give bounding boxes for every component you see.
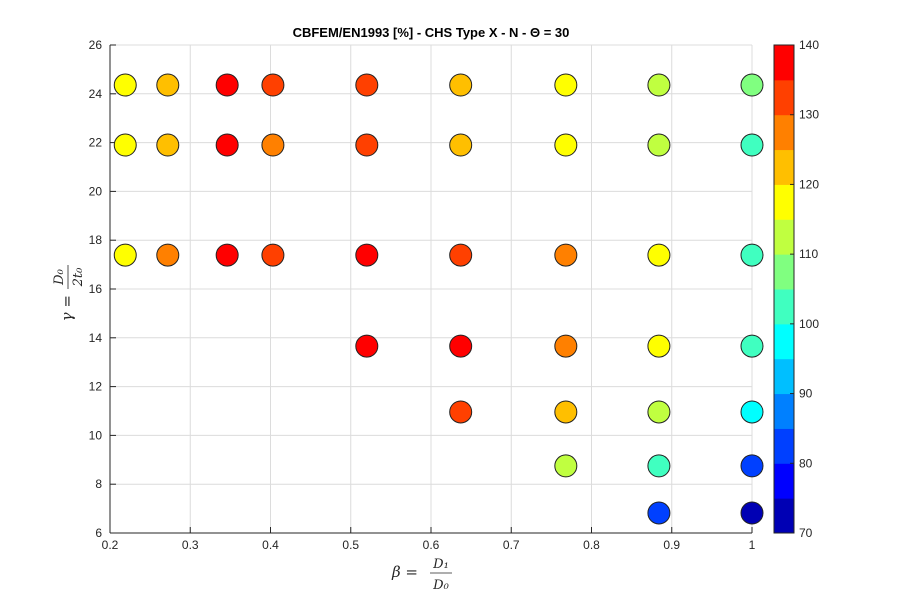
y-tick-label: 20 bbox=[89, 184, 103, 198]
data-point bbox=[449, 243, 473, 267]
data-point bbox=[156, 243, 180, 267]
colorbar-border bbox=[773, 44, 795, 534]
colorbar-segment bbox=[774, 323, 794, 360]
data-point bbox=[355, 243, 379, 267]
data-point bbox=[647, 334, 671, 358]
y-label-lhs: γ = bbox=[58, 295, 76, 321]
x-tick-label: 0.6 bbox=[423, 538, 440, 552]
y-tick-label: 10 bbox=[89, 428, 103, 442]
data-point bbox=[740, 400, 764, 424]
data-point bbox=[647, 133, 671, 157]
colorbar-segment bbox=[774, 114, 794, 151]
y-label-numerator: D₀ bbox=[52, 268, 67, 285]
data-point bbox=[647, 73, 671, 97]
data-point bbox=[647, 400, 671, 424]
colorbar-tick-label: 130 bbox=[799, 108, 819, 122]
chart-title: CBFEM/EN1993 [%] - CHS Type X - N - Θ = … bbox=[293, 25, 570, 40]
data-point bbox=[355, 73, 379, 97]
colorbar-segment bbox=[774, 428, 794, 464]
data-point bbox=[740, 501, 764, 525]
axes: 0.2 0.3 0.4 0.5 0.6 0.7 0.8 0.9 1681012141618202… bbox=[89, 38, 756, 552]
y-tick-label: 12 bbox=[89, 380, 103, 394]
grid bbox=[109, 44, 753, 534]
colorbar-segment bbox=[774, 289, 794, 325]
y-tick-label: 6 bbox=[95, 526, 102, 540]
data-point bbox=[647, 501, 671, 525]
data-point bbox=[215, 243, 239, 267]
y-label-denominator: 2t₀ bbox=[71, 267, 86, 287]
colorbar-segment bbox=[774, 498, 794, 534]
data-point bbox=[740, 133, 764, 157]
colorbar-segment bbox=[774, 79, 794, 116]
x-tick-label: 0.8 bbox=[583, 538, 600, 552]
colorbar-segment bbox=[774, 463, 794, 499]
x-axis-label: β = D₁ D₀ bbox=[391, 557, 452, 593]
data-point bbox=[261, 243, 285, 267]
x-tick-label: 0.3 bbox=[182, 538, 199, 552]
data-point bbox=[647, 243, 671, 267]
colorbar-tick-label: 120 bbox=[799, 177, 819, 191]
x-tick-label: 0.5 bbox=[342, 538, 359, 552]
data-point bbox=[449, 334, 473, 358]
data-point bbox=[554, 400, 578, 424]
colorbar-tick-label: 140 bbox=[799, 38, 819, 52]
y-tick-label: 26 bbox=[89, 38, 103, 52]
x-tick-label: 0.2 bbox=[102, 538, 119, 552]
data-point bbox=[215, 73, 239, 97]
y-tick-label: 16 bbox=[89, 282, 103, 296]
data-point bbox=[113, 133, 137, 157]
colorbar-segment bbox=[774, 184, 794, 220]
y-axis-label: γ = D₀ 2t₀ bbox=[52, 265, 86, 321]
y-tick-label: 24 bbox=[89, 87, 103, 101]
data-point bbox=[355, 133, 379, 157]
x-label-lhs: β = bbox=[391, 563, 418, 581]
data-point bbox=[113, 73, 137, 97]
data-point bbox=[261, 133, 285, 157]
colorbar-tick-label: 90 bbox=[799, 387, 813, 401]
x-label-denominator: D₀ bbox=[432, 578, 449, 593]
data-point bbox=[740, 73, 764, 97]
data-point bbox=[355, 334, 379, 358]
data-point bbox=[554, 334, 578, 358]
colorbar-segment bbox=[774, 149, 794, 185]
data-points bbox=[113, 73, 764, 525]
y-tick-label: 18 bbox=[89, 233, 103, 247]
y-tick-label: 8 bbox=[95, 477, 102, 491]
data-point bbox=[554, 133, 578, 157]
colorbar-segment bbox=[774, 45, 794, 81]
data-point bbox=[261, 73, 285, 97]
data-point bbox=[215, 133, 239, 157]
x-label-numerator: D₁ bbox=[432, 557, 449, 572]
data-point bbox=[740, 454, 764, 478]
data-point bbox=[449, 400, 473, 424]
y-tick-label: 14 bbox=[89, 331, 103, 345]
colorbar-tick-label: 110 bbox=[799, 247, 818, 261]
data-point bbox=[449, 73, 473, 97]
data-point bbox=[113, 243, 137, 267]
colorbar-segment bbox=[774, 254, 794, 290]
colorbar: 70 80 90 100 110 120 130 140 bbox=[773, 38, 819, 540]
colorbar-segment bbox=[774, 219, 794, 255]
data-point bbox=[554, 454, 578, 478]
data-point bbox=[740, 334, 764, 358]
x-tick-label: 0.7 bbox=[503, 538, 520, 552]
x-tick-label: 0.9 bbox=[663, 538, 680, 552]
x-tick-label: 0.4 bbox=[262, 538, 279, 552]
y-tick-label: 22 bbox=[89, 136, 103, 150]
data-point bbox=[554, 243, 578, 267]
x-tick-label: 1 bbox=[749, 538, 756, 552]
colorbar-tick-label: 100 bbox=[799, 317, 819, 331]
data-point bbox=[156, 73, 180, 97]
data-point bbox=[554, 73, 578, 97]
colorbar-segment bbox=[774, 393, 794, 429]
colorbar-segment bbox=[774, 358, 794, 395]
data-point bbox=[449, 133, 473, 157]
data-point bbox=[156, 133, 180, 157]
data-point bbox=[740, 243, 764, 267]
colorbar-tick-label: 80 bbox=[799, 456, 813, 470]
data-point bbox=[647, 454, 671, 478]
colorbar-tick-label: 70 bbox=[799, 526, 813, 540]
